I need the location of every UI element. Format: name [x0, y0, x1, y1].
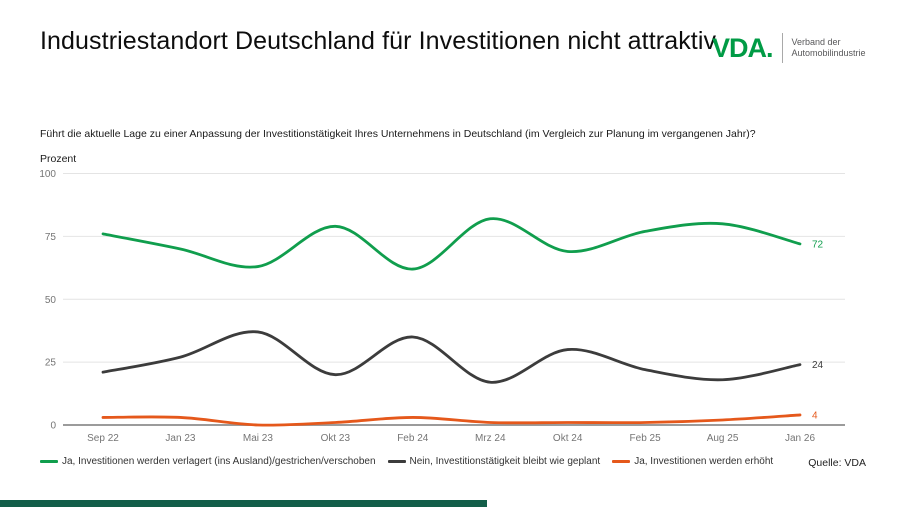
x-tick-label: Feb 25	[630, 433, 662, 444]
x-tick-label: Jan 23	[165, 433, 195, 444]
page-title: Industriestandort Deutschland für Invest…	[40, 27, 717, 55]
legend-swatch	[40, 460, 58, 463]
survey-question: Führt die aktuelle Lage zu einer Anpassu…	[40, 128, 756, 140]
x-tick-label: Jan 26	[785, 433, 815, 444]
series-line-1	[101, 330, 802, 384]
y-tick-label: 75	[45, 232, 57, 243]
logo-subtext: Verband der Automobilindustrie	[792, 37, 866, 59]
series-end-label-0: 72	[812, 239, 824, 250]
y-tick-label: 50	[45, 295, 57, 306]
x-tick-label: Aug 25	[707, 433, 739, 444]
logo-subtext-line2: Automobilindustrie	[791, 48, 866, 58]
x-tick-label: Sep 22	[87, 433, 119, 444]
x-tick-label: Mai 23	[243, 433, 273, 444]
legend-item: Ja, Investitionen werden verlagert (ins …	[40, 456, 376, 467]
y-tick-label: 100	[39, 169, 56, 180]
legend-item: Ja, Investitionen werden erhöht	[612, 456, 773, 467]
series-line-0	[101, 217, 802, 271]
footer-accent-bar	[0, 500, 487, 507]
x-tick-label: Mrz 24	[475, 433, 506, 444]
legend: Ja, Investitionen werden verlagert (ins …	[40, 456, 773, 467]
vda-logo-text: VDA.	[712, 32, 774, 63]
source-label: Quelle: VDA	[808, 457, 866, 469]
logo-divider	[781, 33, 783, 63]
series-end-label-2: 4	[812, 410, 818, 421]
legend-label: Ja, Investitionen werden verlagert (ins …	[62, 456, 376, 467]
series-end-label-1: 24	[812, 360, 824, 371]
x-tick-label: Okt 23	[321, 433, 351, 444]
y-axis-unit-label: Prozent	[40, 153, 77, 165]
legend-swatch	[612, 460, 631, 463]
logo-subtext-line1: Verband der	[791, 37, 841, 47]
x-tick-label: Feb 24	[397, 433, 429, 444]
series-line-2	[101, 413, 802, 427]
legend-label: Nein, Investitionstätigkeit bleibt wie g…	[409, 456, 601, 467]
y-tick-label: 25	[45, 358, 57, 369]
y-tick-label: 0	[50, 421, 56, 432]
x-tick-label: Okt 24	[553, 433, 583, 444]
legend-swatch	[387, 460, 406, 463]
vda-logo: VDA. Verband der Automobilindustrie	[712, 33, 866, 63]
legend-label: Ja, Investitionen werden erhöht	[634, 456, 774, 467]
legend-item: Nein, Investitionstätigkeit bleibt wie g…	[387, 456, 601, 467]
